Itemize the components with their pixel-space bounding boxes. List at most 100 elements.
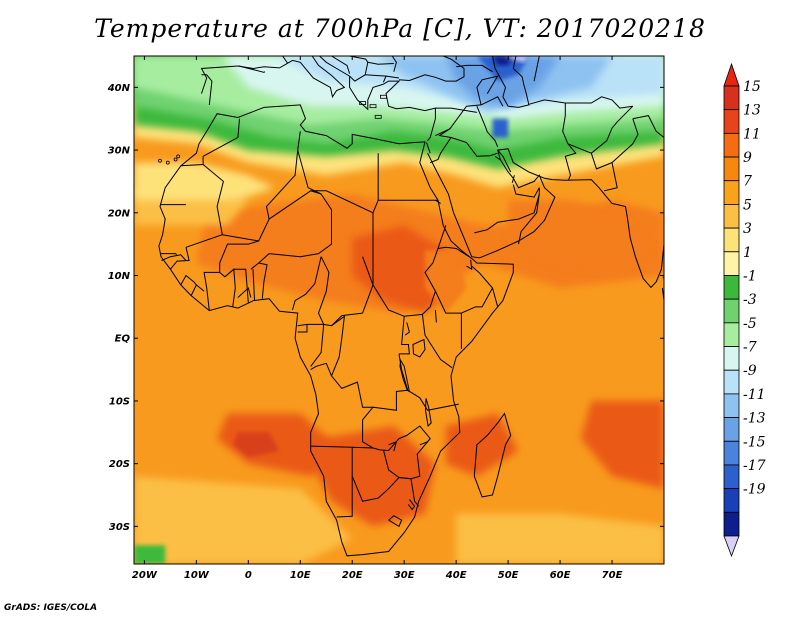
- latitude-label: 10S: [109, 396, 130, 407]
- country-border: [161, 253, 177, 256]
- longitude-label: 20W: [132, 570, 158, 581]
- country-border: [349, 74, 387, 82]
- longitude-label: 0: [245, 570, 252, 581]
- field-caucasus-midblue: [445, 56, 561, 107]
- field-southern-africa-hot: [310, 426, 436, 527]
- longitude-label: 10E: [290, 570, 311, 581]
- country-border: [567, 105, 634, 154]
- colorbar-swatch: [723, 464, 740, 490]
- field-indian-ocean-hot: [580, 400, 664, 489]
- colorbar-label: -5: [743, 316, 757, 332]
- colorbar-label: -3: [743, 292, 757, 308]
- latitude-label: 20N: [108, 208, 131, 219]
- country-border: [372, 225, 447, 317]
- latitude-label: 30S: [109, 522, 130, 533]
- country-border: [351, 476, 420, 507]
- field-caucasus-purple: [502, 56, 529, 63]
- field-mozambique-hot: [445, 413, 519, 477]
- country-border: [533, 56, 540, 82]
- colorbar-label: 9: [743, 150, 752, 166]
- colorbar-label: 7: [743, 174, 752, 190]
- colorbar-label: 11: [743, 126, 761, 142]
- caspian-coast: [492, 56, 530, 108]
- colorbar-max-arrow: [723, 62, 740, 87]
- aegean-island: [380, 94, 387, 99]
- colorbar-swatch: [723, 346, 740, 371]
- colorbar-swatch: [723, 227, 740, 253]
- country-border: [180, 156, 204, 167]
- country-border: [421, 314, 453, 369]
- country-border: [426, 142, 431, 154]
- country-border: [398, 353, 459, 411]
- country-border: [565, 96, 633, 109]
- lake-victoria: [412, 338, 426, 358]
- plot-frame: [133, 55, 665, 565]
- colorbar-label: 5: [743, 197, 752, 213]
- country-border: [471, 265, 499, 308]
- coastlines-and-borders: [158, 56, 664, 557]
- country-border: [476, 106, 499, 148]
- country-border: [367, 61, 394, 65]
- colorbar-swatch: [723, 204, 740, 229]
- field-arabian-sea-warm: [508, 200, 654, 276]
- longitude-label: 70E: [602, 570, 623, 581]
- country-border: [511, 175, 515, 183]
- country-border: [399, 316, 410, 355]
- country-border: [435, 199, 441, 204]
- colorbar-swatch: [723, 132, 740, 158]
- country-border: [219, 240, 259, 273]
- colorbar-swatch: [723, 417, 740, 442]
- country-border: [297, 149, 322, 195]
- field-caucasus-darkblue: [476, 56, 529, 82]
- colorbar-label: -19: [743, 482, 766, 498]
- longitude-label: 40E: [445, 570, 467, 581]
- country-border: [456, 64, 493, 73]
- colorbar-label: -7: [743, 340, 757, 356]
- canary-island: [176, 154, 181, 159]
- canary-island: [158, 158, 162, 163]
- country-border: [474, 187, 540, 234]
- temperature-field: [134, 56, 664, 564]
- country-border: [461, 287, 493, 314]
- colorbar-label: 15: [743, 79, 761, 95]
- colorbar: 15 13 11 9 7 5 3 1 -1 -3 -5 -7 -9 -11 -13 -15 -17 -19: [723, 62, 766, 558]
- colorbar-label: -15: [743, 434, 766, 450]
- aegean-island: [374, 114, 382, 119]
- latitude-label: 10N: [108, 271, 131, 282]
- country-border: [435, 107, 477, 113]
- colorbar-label: -11: [743, 387, 766, 403]
- lake-albert: [404, 322, 410, 336]
- field-south-base: [134, 212, 664, 564]
- canary-island: [173, 157, 178, 162]
- latitude-label: 30N: [108, 146, 131, 157]
- field-south-atlantic-hot: [217, 413, 342, 477]
- lake-volta: [237, 287, 252, 298]
- colorbar-label: -9: [743, 363, 757, 379]
- colorbar-swatch: [723, 251, 740, 276]
- sri-lanka-coast: [661, 276, 664, 303]
- field-south-atlantic-core: [232, 432, 280, 458]
- aegean-island: [369, 104, 377, 109]
- europe-west-coast: [200, 56, 346, 99]
- lake-turkana: [434, 309, 437, 323]
- colorbar-label: 13: [743, 103, 761, 119]
- longitude-label: 60E: [550, 570, 571, 581]
- country-border: [362, 256, 374, 286]
- latitude-label: EQ: [115, 334, 131, 345]
- country-border: [307, 323, 325, 367]
- longitude-label: 50E: [498, 570, 519, 581]
- country-border: [476, 75, 499, 106]
- country-border: [203, 268, 236, 311]
- country-border: [238, 65, 266, 73]
- country-border: [430, 137, 452, 164]
- country-border: [518, 193, 540, 245]
- map-title: Temperature at 700hPa [C], VT: 201702021…: [94, 14, 706, 43]
- longitude-label: 20E: [342, 570, 363, 581]
- country-border: [250, 190, 332, 270]
- colorbar-swatch: [723, 369, 740, 395]
- country-border: [161, 254, 187, 261]
- country-border: [292, 256, 322, 311]
- country-border: [252, 269, 255, 301]
- country-border: [407, 499, 416, 511]
